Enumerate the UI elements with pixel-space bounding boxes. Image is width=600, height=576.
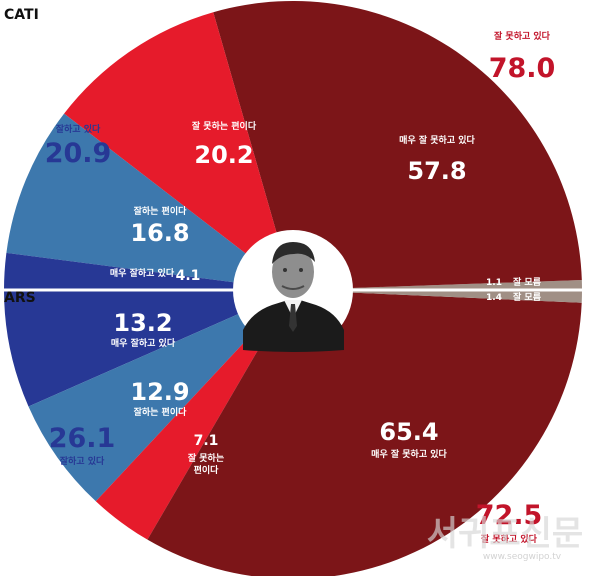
president-portrait-icon [243,242,344,352]
cati-seg0-label: 매우 잘 못하고 있다 [399,134,475,146]
ars-seg2-value: 7.1 [194,433,219,449]
ars-segment-3 [147,292,582,576]
cati-seg3-value: 4.1 [176,268,201,284]
ars-seg2-label-line2: 편이다 [194,464,220,476]
cati-segment-2 [6,113,247,283]
cati-half-donut [3,0,582,290]
cati-seg2-value: 16.8 [130,219,189,247]
totals: 잘하고 있다 20.9 잘 못하고 있다 78.0 26.1 잘하고 있다 72… [45,30,556,545]
ars-total-positive-label: 잘하고 있다 [60,455,105,467]
cati-segment-1 [64,12,277,254]
cati-total-positive-label: 잘하고 있다 [56,123,101,135]
watermark: 서귀포신문 www.seogwipo.tv [427,514,583,562]
ars-segment-2 [95,333,264,540]
cati-segment-3 [3,252,235,290]
ars-seg0-label: 매우 잘하고 있다 [111,337,176,349]
cati-total-positive-value: 20.9 [45,138,112,169]
ars-total-positive-value: 26.1 [49,423,116,454]
cati-seg1-value: 20.2 [194,141,253,169]
ars-seg4-value: 1.4 [486,293,502,303]
cati-seg2-label: 잘하는 편이다 [134,205,188,217]
ars-seg3-value: 65.4 [379,418,438,446]
ars-seg1-value: 12.9 [130,378,189,406]
cati-seg1-label: 잘 못하는 편이다 [192,120,257,132]
cati-panel-label: CATI [4,7,39,23]
ars-segment-0 [4,290,240,407]
ars-panel-label: ARS [4,290,36,306]
cati-segment-4 [351,280,582,290]
cati-total-negative-label: 잘 못하고 있다 [494,30,551,42]
cati-seg3-label: 매우 잘하고 있다 [110,267,175,279]
watermark-url: www.seogwipo.tv [483,552,562,562]
cati-seg4-label: 잘 모름 [513,276,541,288]
ars-seg2-label-line1: 잘 못하는 [188,452,224,464]
segment-labels: 매우 잘 못하고 있다 57.8 잘 못하는 편이다 20.2 잘하는 편이다 … [110,120,541,476]
ars-seg4-label: 잘 모름 [513,291,541,303]
portrait [233,230,353,352]
cati-total-negative-value: 78.0 [489,53,556,84]
ars-seg0-value: 13.2 [113,309,172,337]
ars-seg3-label: 매우 잘 못하고 있다 [371,448,447,460]
ars-half-donut [4,290,582,576]
ars-total-negative-value: 72.5 [476,500,543,531]
cati-segment-0 [213,0,582,288]
cati-seg4-value: 1.1 [486,278,502,288]
watermark-text: 서귀포신문 [427,514,583,554]
ars-seg1-label: 잘하는 편이다 [134,406,188,418]
ars-total-negative-label: 잘 못하고 있다 [481,533,538,545]
ars-segment-4 [351,290,582,303]
ars-segment-1 [28,313,253,502]
cati-seg0-value: 57.8 [407,157,466,185]
